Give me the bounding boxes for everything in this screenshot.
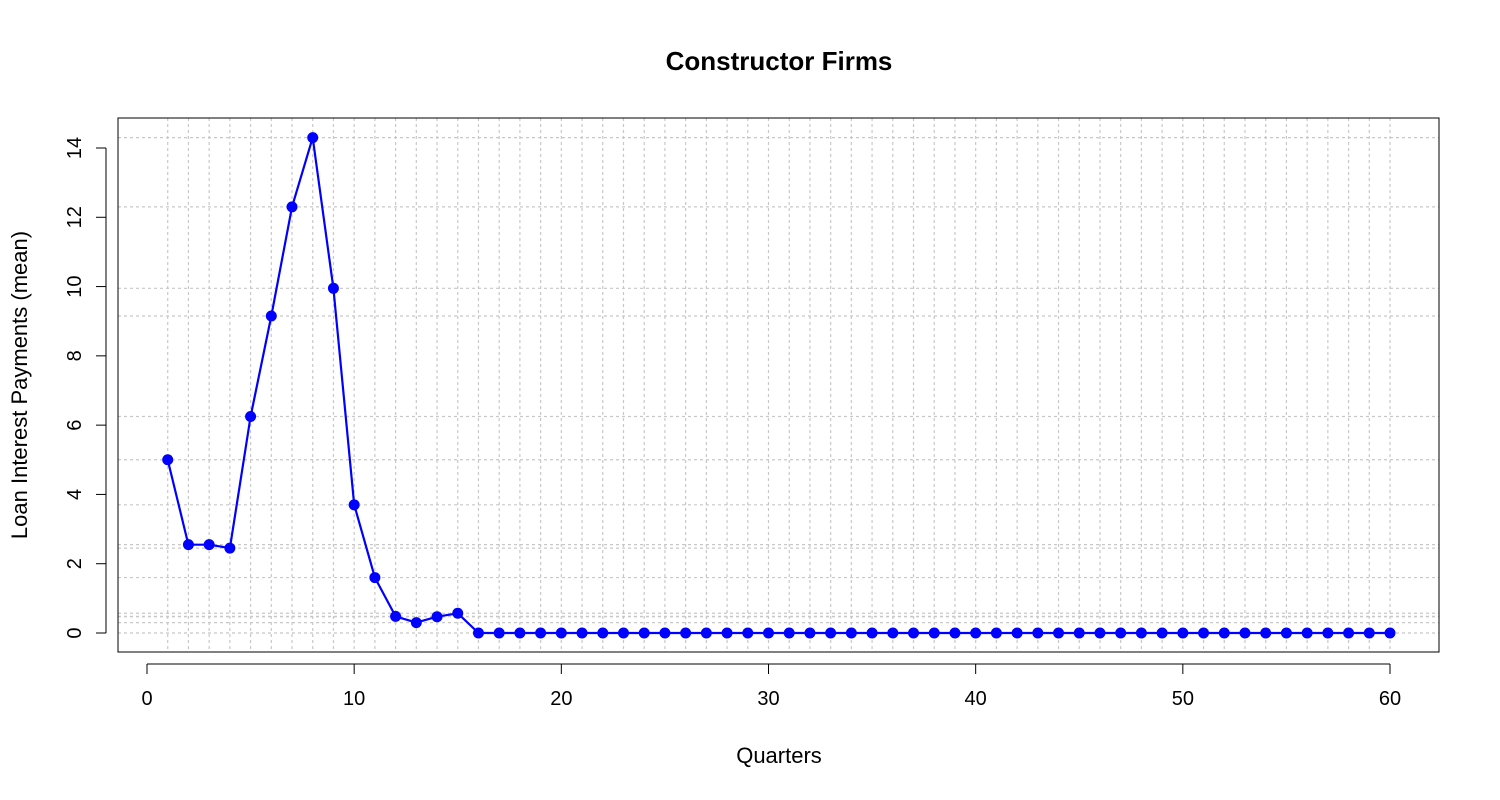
data-point (265, 310, 277, 322)
data-point (369, 572, 381, 584)
data-point (1280, 627, 1292, 639)
data-point (887, 627, 899, 639)
data-point (514, 627, 526, 639)
data-point (555, 627, 567, 639)
x-axis-label: Quarters (736, 743, 822, 768)
data-point (990, 627, 1002, 639)
data-point (1011, 627, 1023, 639)
data-point (680, 627, 692, 639)
data-point (763, 627, 774, 639)
data-point (928, 627, 940, 639)
data-point (1135, 627, 1147, 639)
data-point (825, 627, 837, 639)
x-tick-label: 0 (141, 688, 152, 710)
data-point (1239, 627, 1251, 639)
data-point (1177, 627, 1189, 639)
data-point (245, 410, 257, 422)
data-point (410, 617, 422, 629)
y-axis-label: Loan Interest Payments (mean) (7, 231, 32, 539)
data-point (1343, 627, 1355, 639)
data-point (1260, 627, 1272, 639)
data-point (638, 627, 650, 639)
x-tick-label: 60 (1379, 688, 1401, 710)
series-line (166, 136, 1390, 635)
data-point (970, 627, 982, 639)
y-tick-label: 0 (64, 627, 86, 638)
data-point (1384, 627, 1396, 639)
x-axis: 0 10 20 30 40 50 60 (141, 663, 1401, 710)
data-point (804, 627, 816, 639)
data-point (1053, 627, 1065, 639)
plot-frame (117, 117, 1440, 653)
data-point (452, 607, 464, 619)
data-point (390, 610, 402, 622)
data-point (162, 454, 174, 466)
grid (118, 118, 1439, 652)
data-point (182, 539, 194, 551)
x-tick-label: 10 (343, 688, 365, 710)
series-layer (162, 132, 1396, 639)
data-point (348, 499, 360, 511)
data-point (203, 539, 215, 551)
data-point (1218, 627, 1230, 639)
y-tick-label: 10 (64, 275, 86, 297)
data-point (1115, 627, 1127, 639)
data-point (617, 627, 629, 639)
data-point (1198, 627, 1210, 639)
data-point (1322, 627, 1334, 639)
x-tick-label: 50 (1172, 688, 1194, 710)
y-axis: 0 2 4 6 8 10 12 14 (64, 137, 107, 639)
data-point (472, 627, 484, 639)
data-point (431, 611, 443, 623)
data-point (1073, 627, 1085, 639)
data-point (307, 132, 319, 144)
data-point (224, 542, 236, 554)
chart-title: Constructor Firms (666, 46, 893, 76)
y-tick-label: 14 (64, 137, 86, 159)
data-point (493, 627, 505, 639)
x-tick-label: 40 (965, 688, 987, 710)
data-point (908, 627, 920, 639)
y-tick-label: 12 (64, 206, 86, 228)
data-point (597, 627, 609, 639)
data-point (327, 282, 339, 294)
data-point (721, 627, 733, 639)
data-point (1094, 627, 1106, 639)
y-tick-label: 8 (64, 350, 86, 361)
x-tick-label: 30 (757, 688, 779, 710)
x-tick-label: 20 (550, 688, 572, 710)
data-point (1156, 627, 1168, 639)
data-point (742, 627, 754, 639)
data-point (576, 627, 588, 639)
data-point (866, 627, 878, 639)
data-point (700, 627, 712, 639)
data-point (535, 627, 547, 639)
y-tick-label: 2 (64, 558, 86, 569)
data-point (659, 627, 671, 639)
data-point (1363, 627, 1375, 639)
data-point (286, 201, 298, 213)
data-point (1032, 627, 1044, 639)
y-tick-label: 6 (64, 420, 86, 431)
data-point (949, 627, 961, 639)
y-tick-label: 4 (64, 489, 86, 500)
data-point (845, 627, 857, 639)
data-point (783, 627, 795, 639)
data-point (1301, 627, 1313, 639)
